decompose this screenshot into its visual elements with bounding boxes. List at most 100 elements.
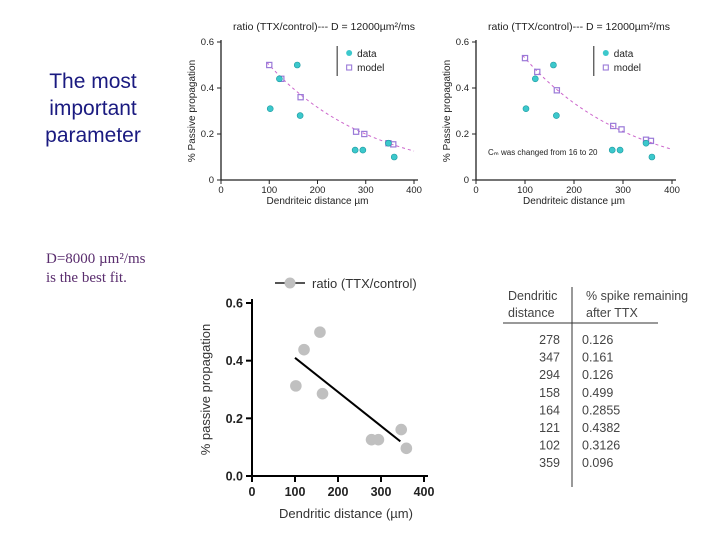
data-point: [266, 105, 274, 112]
data-point: [522, 105, 530, 112]
data-point: [553, 112, 560, 119]
model-curve: [522, 54, 673, 150]
cell-distance: 359: [539, 456, 560, 470]
data-point: [372, 433, 385, 446]
data-point: [359, 146, 367, 154]
model-point: [553, 87, 561, 94]
cell-distance: 164: [539, 403, 560, 417]
data-point: [616, 146, 624, 154]
x-tick-label: 0: [249, 485, 256, 499]
x-tick-label: 300: [615, 185, 631, 196]
model-point: [352, 128, 360, 135]
cell-distance: 102: [539, 439, 560, 453]
y-tick-label: 0: [464, 175, 469, 186]
model-point: [521, 54, 529, 62]
x-tick-label: 200: [310, 185, 326, 196]
col-header-remaining-1: % spike remaining: [586, 289, 688, 303]
y-tick-label: 0.6: [201, 37, 214, 48]
chart-title: ratio (TTX/control)--- D = 12000µm²/ms: [488, 21, 670, 33]
legend-data-marker: [346, 50, 353, 56]
fit-note: D=8000 µm²/ms is the best fit.: [46, 250, 216, 288]
y-tick-label: 0.4: [201, 83, 214, 94]
data-point: [608, 146, 616, 154]
x-tick-label: 0: [218, 185, 223, 196]
y-tick-label: 0.6: [456, 37, 469, 48]
legend-model-marker: [602, 64, 609, 71]
data-point: [648, 153, 656, 161]
model-point: [609, 122, 617, 130]
legend-data-marker: [602, 50, 609, 56]
model-point: [361, 130, 368, 138]
fit-line: [294, 357, 401, 443]
x-axis-label: Dendriteic distance µm: [523, 196, 625, 207]
data-point: [314, 326, 326, 338]
x-tick-label: 100: [285, 485, 306, 499]
cell-remaining: 0.161: [582, 351, 613, 365]
col-header-distance-1: Dendritic: [508, 289, 557, 303]
data-point: [385, 139, 392, 147]
y-tick-label: 0: [209, 175, 214, 186]
cell-distance: 121: [539, 421, 560, 435]
x-tick-label: 100: [261, 185, 277, 196]
cell-remaining: 0.126: [582, 333, 613, 347]
data-point: [642, 139, 650, 147]
chart-title: ratio (TTX/control)--- D = 12000µm²/ms: [233, 21, 415, 33]
cell-remaining: 0.2855: [582, 403, 620, 417]
y-axis-label: % Passive propagation: [187, 60, 198, 162]
y-axis-label: % Passive propagation: [442, 60, 453, 162]
data-point: [390, 153, 398, 161]
x-tick-label: 400: [414, 485, 435, 499]
x-tick-label: 400: [406, 185, 422, 196]
y-tick-label: 0.2: [456, 129, 469, 140]
y-tick-label: 0.4: [456, 83, 469, 94]
cell-remaining: 0.499: [582, 386, 613, 400]
data-point: [395, 423, 408, 436]
chart-annotation: Cₘ was changed from 16 to 20: [488, 148, 598, 157]
model-point: [618, 126, 625, 133]
legend-model-marker: [346, 64, 353, 71]
cell-remaining: 0.3126: [582, 439, 620, 453]
col-header-remaining-2: after TTX: [586, 306, 639, 320]
data-point: [296, 112, 304, 119]
legend-model-label: model: [357, 63, 384, 74]
x-tick-label: 300: [371, 485, 392, 499]
data-point: [316, 387, 329, 400]
data-point: [550, 61, 557, 69]
slide-title: The most important parameter: [45, 70, 141, 147]
cell-distance: 294: [539, 368, 560, 382]
x-tick-label: 0: [473, 185, 478, 196]
legend-model-label: model: [614, 63, 641, 74]
model-point: [266, 61, 273, 69]
data-point: [298, 343, 310, 356]
x-tick-label: 200: [328, 485, 349, 499]
cell-distance: 158: [539, 386, 560, 400]
col-header-distance-2: distance: [508, 306, 555, 320]
data-point: [400, 442, 413, 455]
cell-remaining: 0.4382: [582, 421, 620, 435]
cell-remaining: 0.126: [582, 368, 613, 382]
legend-data-label: data: [614, 49, 634, 60]
model-point: [297, 93, 304, 101]
cell-remaining: 0.096: [582, 456, 613, 470]
x-tick-label: 400: [664, 185, 680, 196]
model-point: [534, 68, 541, 76]
x-axis-label: Dendriteic distance µm: [267, 196, 369, 207]
y-tick-label: 0.2: [226, 412, 243, 426]
x-tick-label: 100: [517, 185, 533, 196]
x-tick-label: 300: [358, 185, 374, 196]
y-tick-label: 0.0: [226, 470, 243, 484]
y-tick-label: 0.4: [226, 354, 243, 368]
data-point: [290, 380, 302, 392]
fit-note-line1: D=8000 µm²/ms: [46, 251, 146, 267]
data-point: [531, 75, 539, 83]
cell-distance: 347: [539, 351, 560, 365]
legend-data-label: data: [357, 49, 377, 60]
y-tick-label: 0.6: [226, 297, 243, 311]
data-point: [276, 75, 283, 83]
x-tick-label: 200: [566, 185, 582, 196]
y-axis-label: % passive propagation: [198, 324, 213, 456]
